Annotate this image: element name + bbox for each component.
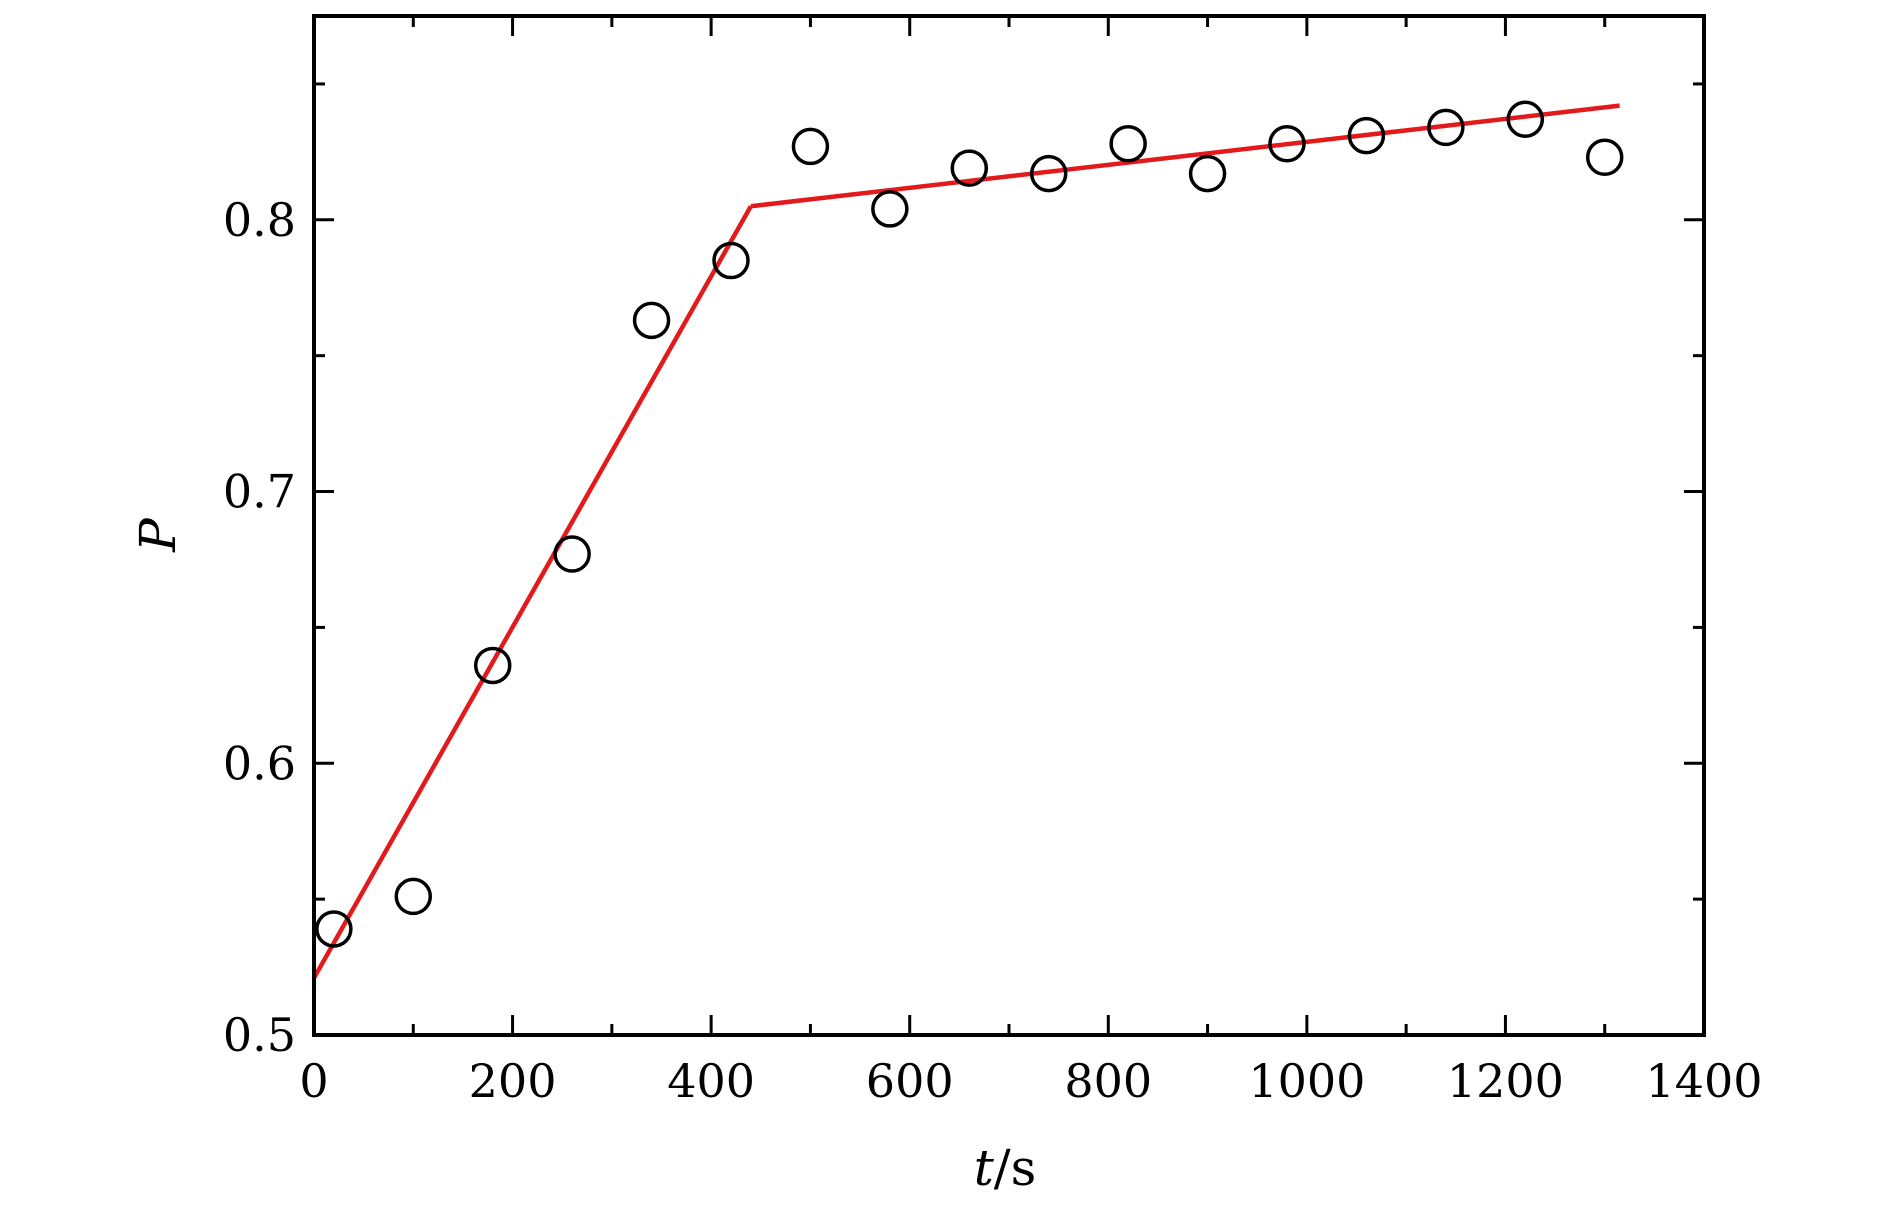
x-tick-label: 600 (866, 1054, 954, 1108)
data-point (871, 190, 909, 228)
fit-line-segment (312, 205, 753, 980)
data-points (315, 100, 1624, 948)
y-tick-label: 0.8 (223, 193, 296, 247)
data-point (1506, 100, 1545, 139)
data-point (632, 301, 671, 340)
data-point (315, 910, 353, 948)
x-tick-label: 200 (469, 1054, 557, 1108)
x-axis-label-unit: s (1011, 1139, 1037, 1197)
data-point (1109, 124, 1147, 163)
data-point (791, 127, 830, 166)
data-point (1427, 108, 1465, 147)
y-axis-label: P (129, 517, 187, 553)
data-point (553, 535, 591, 573)
data-point (1585, 138, 1624, 177)
x-tick-label: 400 (667, 1054, 755, 1108)
x-axis-label-separator: / (994, 1139, 1011, 1197)
fit-line-segment (750, 103, 1620, 209)
x-tick-labels: 0 200 400 600 800 1000 1200 1400 (299, 1054, 1762, 1108)
y-tick-labels: 0.5 0.6 0.7 0.8 (223, 193, 296, 1062)
minor-ticks (314, 16, 1704, 1035)
x-axis-label-variable: t (974, 1139, 995, 1197)
x-tick-label: 1000 (1248, 1054, 1365, 1108)
x-tick-label: 800 (1064, 1054, 1152, 1108)
data-point (1347, 116, 1386, 155)
fit-lines (312, 103, 1620, 980)
data-point (394, 877, 433, 916)
y-tick-label: 0.5 (223, 1008, 296, 1062)
major-ticks (312, 16, 1706, 1037)
data-point (712, 241, 750, 280)
data-point (1029, 154, 1068, 193)
data-point (473, 646, 512, 685)
x-tick-label: 1400 (1645, 1054, 1762, 1108)
x-tick-label: 0 (299, 1054, 328, 1108)
data-point (950, 149, 989, 187)
x-tick-label: 1200 (1447, 1054, 1564, 1108)
plot-frame (312, 14, 1706, 1037)
data-point (1188, 154, 1227, 193)
x-axis-label: t/s (974, 1139, 1037, 1197)
y-tick-label: 0.6 (223, 736, 296, 790)
data-point (1268, 124, 1306, 163)
y-tick-label: 0.7 (223, 465, 296, 519)
